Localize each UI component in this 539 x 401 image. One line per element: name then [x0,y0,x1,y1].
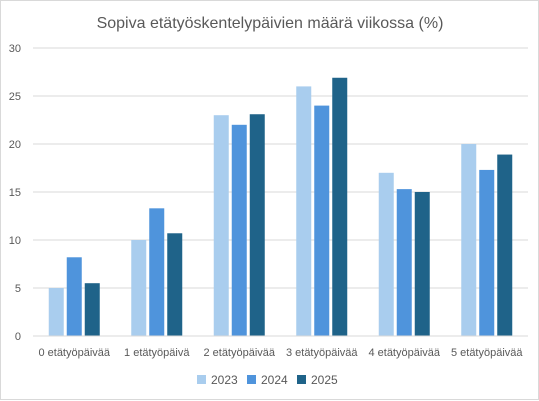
legend-swatch-2023 [197,375,206,384]
x-category-label: 1 etätyöpäivä [124,347,190,359]
bar-2025-5 [497,154,513,336]
bar-2024-2 [231,124,247,336]
y-tick-label: 15 [9,187,21,199]
bar-2024-3 [314,105,330,336]
bar-2023-1 [131,240,147,336]
y-tick-label: 0 [15,331,21,343]
bar-2025-3 [332,77,348,336]
x-category-label: 2 etätyöpäivää [203,347,275,359]
y-tick-label: 5 [15,283,21,295]
x-category-label: 0 etätyöpäivää [38,347,110,359]
y-tick-label: 25 [9,91,21,103]
bar-2023-3 [296,86,312,337]
bar-2024-4 [396,189,412,336]
bar-2024-1 [149,208,165,336]
x-category-label: 3 etätyöpäivää [286,347,358,359]
y-axis-ticks: 0 5 10 15 20 25 30 [9,43,21,343]
x-category-label: 5 etätyöpäivää [451,347,523,359]
bar-2025-2 [249,114,265,337]
legend-label: 2025 [311,373,338,387]
legend: 2023 2024 2025 [197,373,338,387]
bar-2023-2 [213,115,229,336]
chart-title: Sopiva etätyöskentelypäivien määrä viiko… [97,15,444,32]
bar-2023-0 [48,288,64,336]
legend-label: 2023 [211,373,238,387]
bar-2025-4 [414,192,430,336]
bar-2023-4 [378,172,394,336]
x-category-label: 4 etätyöpäivää [368,347,440,359]
bar-2025-0 [84,283,100,336]
bars [48,77,513,337]
y-tick-label: 30 [9,43,21,55]
legend-swatch-2024 [247,375,256,384]
y-tick-label: 20 [9,139,21,151]
bar-2023-5 [461,144,477,336]
gridlines [33,47,528,289]
y-tick-label: 10 [9,235,21,247]
legend-swatch-2025 [297,375,306,384]
bar-2024-5 [479,169,495,336]
bar-2024-0 [66,257,82,336]
x-axis-categories: 0 etätyöpäivää 1 etätyöpäivä 2 etätyöpäivä… [38,347,523,359]
bar-2025-1 [167,233,183,336]
legend-label: 2024 [261,373,288,387]
